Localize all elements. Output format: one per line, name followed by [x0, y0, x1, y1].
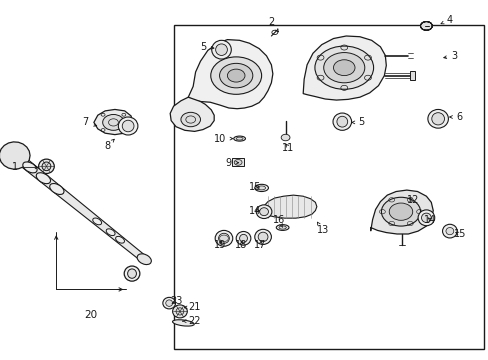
- Polygon shape: [188, 40, 272, 109]
- Text: 20: 20: [84, 310, 97, 320]
- Text: 12: 12: [406, 195, 419, 205]
- Text: 15: 15: [248, 182, 261, 192]
- Ellipse shape: [445, 228, 453, 235]
- Text: 13: 13: [316, 222, 328, 235]
- Ellipse shape: [278, 226, 286, 229]
- Ellipse shape: [254, 184, 268, 192]
- Ellipse shape: [233, 136, 245, 141]
- Text: 16: 16: [272, 215, 285, 228]
- Ellipse shape: [256, 205, 271, 219]
- Ellipse shape: [215, 44, 227, 55]
- Text: 11: 11: [282, 143, 294, 153]
- Ellipse shape: [124, 266, 140, 281]
- Ellipse shape: [137, 254, 151, 265]
- Circle shape: [210, 57, 261, 94]
- Bar: [173, 25, 483, 349]
- Circle shape: [281, 134, 289, 141]
- Text: 6: 6: [449, 112, 462, 122]
- Circle shape: [102, 114, 124, 130]
- Ellipse shape: [172, 320, 194, 326]
- Ellipse shape: [427, 109, 447, 128]
- Text: 18: 18: [235, 240, 247, 250]
- Ellipse shape: [106, 229, 115, 235]
- Text: 22: 22: [183, 316, 201, 326]
- Ellipse shape: [39, 159, 54, 174]
- Polygon shape: [370, 190, 432, 234]
- Text: 3: 3: [443, 51, 457, 61]
- Ellipse shape: [122, 120, 134, 132]
- Text: 10: 10: [213, 134, 232, 144]
- Text: 8: 8: [104, 139, 114, 151]
- Ellipse shape: [215, 230, 232, 246]
- Ellipse shape: [165, 300, 172, 306]
- Polygon shape: [0, 142, 30, 169]
- Ellipse shape: [118, 117, 138, 135]
- Text: 9: 9: [225, 158, 238, 168]
- Text: 4: 4: [440, 15, 452, 25]
- Text: 2: 2: [268, 17, 278, 32]
- Ellipse shape: [23, 162, 37, 173]
- Text: 19: 19: [213, 240, 226, 250]
- Circle shape: [314, 46, 373, 89]
- Ellipse shape: [442, 224, 456, 238]
- Circle shape: [219, 63, 252, 88]
- Ellipse shape: [218, 233, 229, 243]
- Polygon shape: [303, 36, 386, 100]
- Text: 1: 1: [12, 162, 38, 172]
- Polygon shape: [5, 148, 147, 261]
- Polygon shape: [263, 195, 316, 218]
- Ellipse shape: [276, 225, 288, 230]
- Polygon shape: [232, 158, 244, 166]
- Ellipse shape: [127, 269, 136, 278]
- Circle shape: [227, 69, 244, 82]
- Ellipse shape: [336, 116, 347, 127]
- Text: 5: 5: [200, 42, 213, 52]
- Ellipse shape: [36, 173, 50, 184]
- Ellipse shape: [257, 186, 265, 190]
- Polygon shape: [94, 109, 133, 135]
- Ellipse shape: [239, 234, 247, 242]
- Ellipse shape: [332, 113, 351, 130]
- Ellipse shape: [258, 232, 267, 242]
- Ellipse shape: [176, 308, 183, 315]
- Polygon shape: [409, 71, 414, 80]
- Ellipse shape: [236, 137, 243, 140]
- Text: 14: 14: [248, 206, 261, 216]
- Circle shape: [388, 203, 412, 220]
- Ellipse shape: [42, 162, 51, 171]
- Text: 7: 7: [82, 117, 97, 127]
- Ellipse shape: [259, 208, 268, 216]
- Ellipse shape: [431, 113, 444, 125]
- Ellipse shape: [50, 184, 64, 194]
- Text: 5: 5: [351, 117, 363, 127]
- Circle shape: [323, 53, 364, 83]
- Ellipse shape: [172, 305, 187, 318]
- Ellipse shape: [421, 213, 430, 222]
- Text: 23: 23: [169, 296, 182, 306]
- Text: 14: 14: [423, 215, 436, 225]
- Circle shape: [234, 159, 242, 165]
- Text: 15: 15: [452, 229, 465, 239]
- Circle shape: [181, 112, 200, 127]
- Ellipse shape: [211, 40, 231, 59]
- Ellipse shape: [417, 210, 434, 226]
- Ellipse shape: [115, 237, 124, 243]
- Circle shape: [420, 22, 431, 30]
- Ellipse shape: [93, 218, 102, 225]
- Ellipse shape: [236, 231, 250, 245]
- Text: 17: 17: [254, 240, 266, 250]
- Polygon shape: [170, 97, 214, 131]
- Text: 21: 21: [184, 302, 201, 312]
- Circle shape: [381, 197, 420, 226]
- Ellipse shape: [163, 297, 175, 309]
- Ellipse shape: [254, 229, 271, 244]
- Circle shape: [333, 60, 354, 76]
